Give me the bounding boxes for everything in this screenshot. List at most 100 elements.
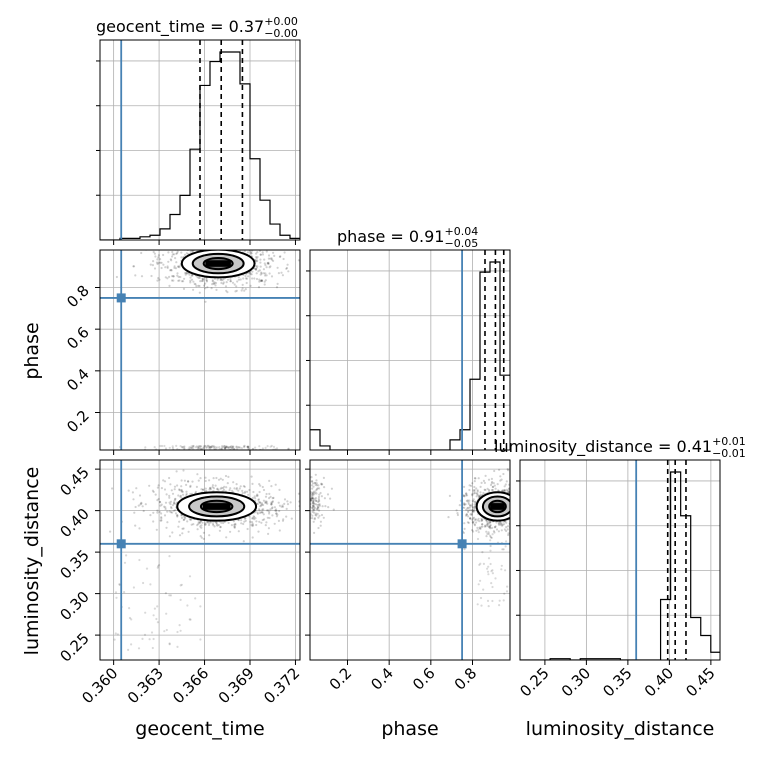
sample-point [128,616,132,620]
contour-level-1 [475,491,510,522]
sample-point [455,509,458,512]
sample-point [538,505,540,507]
sample-point [264,272,267,275]
sample-point [184,273,187,276]
sample-point [525,485,527,487]
sample-point [312,494,315,497]
sample-point [497,521,500,524]
sample-point [499,475,502,478]
sample-point [168,594,171,597]
sample-point [265,501,268,504]
sample-point [246,527,249,531]
sample-point [162,263,165,266]
sample-point [237,489,240,492]
panel-border-hist-2 [519,459,721,661]
sample-point [281,274,284,277]
sample-point [517,487,519,489]
sample-point [268,497,271,500]
sample-point [258,269,261,272]
sample-point [224,446,227,449]
sample-point [230,245,232,247]
sample-point [468,488,471,492]
sample-point [483,525,486,528]
sample-point [497,489,500,492]
sample-point [314,491,317,494]
sample-point [204,523,207,526]
sample-point [473,501,476,504]
sample-point [213,445,216,448]
sample-point [495,528,499,531]
sample-point [511,516,513,518]
sample-point [514,500,516,502]
sample-point [191,480,194,483]
sample-point [218,244,220,246]
sample-point [173,499,176,502]
sample-point [511,499,513,501]
sample-point [278,488,281,491]
sample-point [480,519,483,523]
sample-point [172,509,175,512]
sample-point [260,511,263,514]
sample-point [168,535,171,538]
sample-point [489,527,492,530]
x-tick-label: 0.360 [78,664,121,707]
sample-point [176,252,179,255]
sample-point [223,445,226,448]
sample-point [180,514,183,517]
sample-point [536,485,538,487]
sample-point [467,501,470,504]
sample-point [465,494,468,497]
sample-point [270,507,274,510]
sample-point [247,447,250,450]
sample-point [271,501,274,504]
sample-point [169,258,172,261]
sample-point [311,493,314,496]
sample-point [171,275,174,278]
sample-point [185,492,188,495]
sample-point [233,283,236,286]
sample-point [315,499,318,502]
sample-point [166,510,169,513]
contour-level-3 [202,257,234,271]
sample-point [473,524,477,527]
sample-point [264,501,267,504]
sample-point [265,250,268,253]
sample-point [238,245,240,247]
sample-point [237,242,239,244]
sample-point [476,490,479,493]
sample-point [252,447,255,450]
sample-point [189,276,192,279]
sample-point [233,487,236,490]
sample-point [200,526,203,529]
y-axis-label-luminosity-distance: luminosity_distance [21,467,43,656]
sample-point [250,252,253,255]
sample-point [164,506,167,509]
sample-point [243,520,246,523]
sample-point [468,499,471,502]
sample-point [311,514,314,517]
sample-point [214,248,216,250]
sample-point [480,517,483,520]
sample-point [488,526,491,529]
sample-point [275,512,278,515]
sample-point [471,521,474,524]
sample-point [261,447,264,450]
sample-point [160,503,163,506]
sample-point [210,287,213,290]
histogram-phase [310,261,510,450]
sample-point [225,281,228,284]
sample-point [516,492,518,494]
sample-point [218,529,221,532]
marginal-title-phase: phase = 0.91+0.04 −0.05 [337,225,478,250]
sample-point [180,583,183,586]
sample-point [512,501,514,503]
sample-point [184,271,187,275]
sample-point [227,446,230,449]
sample-point [255,520,258,523]
sample-point [242,522,245,526]
sample-point [182,247,184,249]
sample-point [503,489,507,492]
sample-point [164,501,168,504]
sample-point [178,534,182,537]
sample-point [174,257,177,260]
